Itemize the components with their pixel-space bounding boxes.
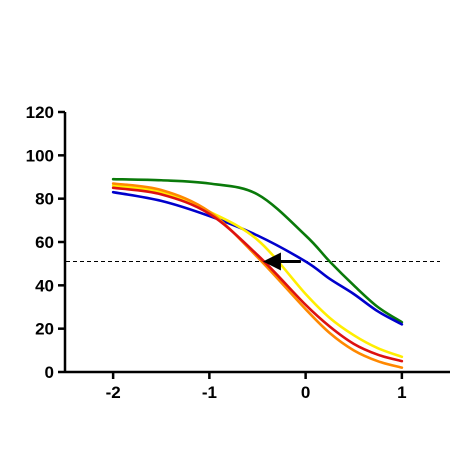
y-tick-label: 60 [35, 233, 54, 252]
series-line-4 [111, 182, 404, 369]
series-line-1 [111, 177, 404, 324]
series-line-2 [111, 190, 404, 326]
y-tick-label: 0 [45, 363, 54, 382]
series-group [111, 177, 404, 369]
x-tick-label: -2 [106, 383, 121, 402]
x-tick-label: -1 [202, 383, 217, 402]
y-tick-label: 40 [35, 276, 54, 295]
y-tick-label: 20 [35, 320, 54, 339]
x-ticks: -2 -1 0 1 [106, 372, 407, 402]
y-tick-label: 80 [35, 190, 54, 209]
y-tick-label: 100 [26, 146, 54, 165]
series-line-3 [111, 184, 404, 359]
y-tick-label: 120 [26, 103, 54, 122]
x-tick-label: 0 [301, 383, 310, 402]
x-tick-label: 1 [397, 383, 406, 402]
series-line-5 [111, 186, 404, 363]
y-ticks: 0 20 40 60 80 100 120 [26, 103, 65, 382]
axes [63, 112, 450, 374]
